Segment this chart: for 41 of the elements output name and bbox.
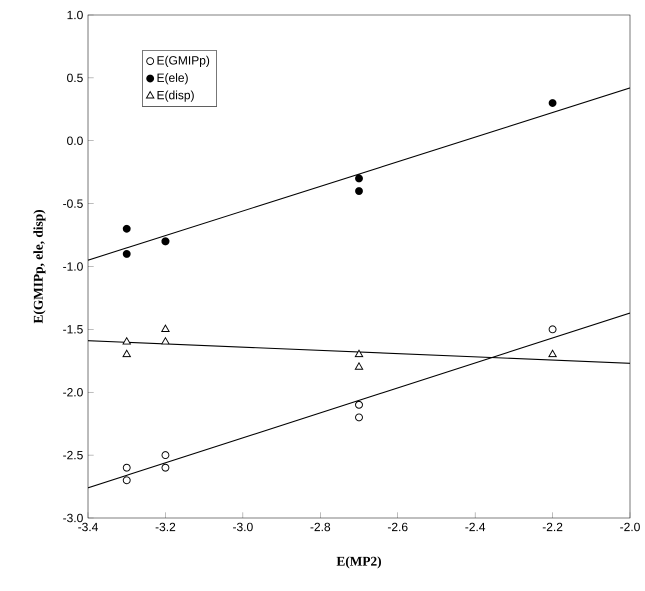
point — [548, 99, 557, 107]
y-tick-label: -2.0 — [63, 388, 83, 396]
y-tick-label: -2.5 — [63, 450, 83, 460]
y-tick-label: -1.5 — [63, 325, 83, 334]
y-tick-label: -1.0 — [63, 262, 83, 271]
point — [355, 187, 363, 195]
y-tick-label: -0.5 — [63, 199, 83, 208]
y-axis-title: E(GMIPp, ele, disp) — [33, 210, 46, 324]
point — [355, 413, 363, 422]
point — [122, 337, 131, 345]
point — [161, 337, 170, 345]
y-tick-label: 0.0 — [67, 136, 83, 145]
point — [355, 174, 363, 182]
x-axis-title: E(MP2) — [336, 556, 381, 568]
point — [161, 324, 170, 332]
y-tick-label: 0.5 — [67, 74, 83, 82]
point — [548, 325, 557, 334]
y-tick-label: 1.0 — [68, 10, 83, 20]
x-tick-label: -2.8 — [310, 522, 330, 532]
y-tick-label: -3.0 — [63, 514, 83, 522]
point — [548, 350, 557, 358]
legend-label: E(disp) — [158, 90, 194, 102]
point — [122, 476, 131, 484]
x-tick-label: -2.2 — [542, 522, 562, 532]
point — [162, 464, 170, 472]
point — [355, 400, 363, 409]
point — [354, 350, 364, 358]
x-tick-label: -2.6 — [388, 522, 408, 532]
legend-label: E(GMIPp) — [158, 56, 210, 67]
point — [122, 250, 131, 258]
point — [354, 362, 364, 370]
x-tick-label: -3.4 — [78, 522, 98, 532]
x-tick-label: -2.0 — [620, 522, 640, 532]
x-tick-label: -3.2 — [156, 522, 176, 532]
point — [122, 464, 131, 472]
legend-label: E(ele) — [158, 73, 188, 84]
point — [162, 451, 170, 460]
point — [122, 350, 131, 358]
point — [122, 224, 131, 233]
x-tick-label: -3.0 — [233, 522, 253, 532]
x-tick-label: -2.4 — [465, 522, 486, 532]
